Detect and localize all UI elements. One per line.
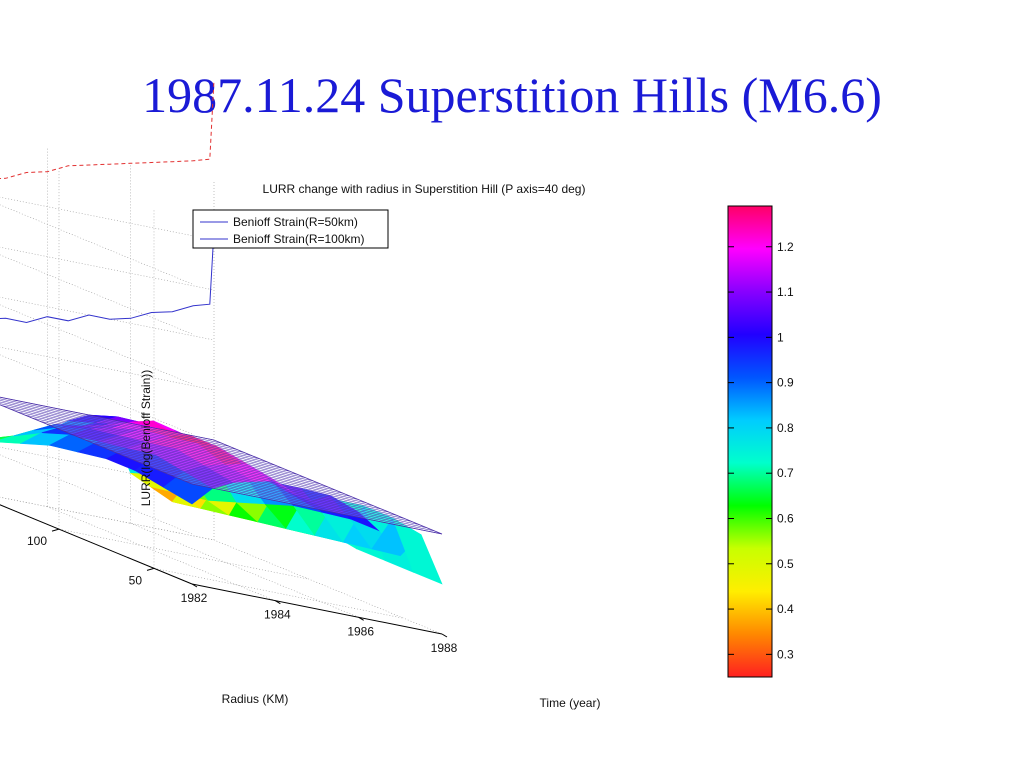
time-tick-label: 1988 [431, 641, 458, 655]
grid-line [0, 454, 193, 535]
reference-plane-line [184, 480, 435, 532]
reference-plane-line [0, 401, 237, 450]
colorbar-tick-label: 0.8 [777, 421, 794, 435]
benioff-r50-line [0, 79, 215, 180]
grid-line [0, 254, 193, 335]
reference-plane-line [0, 403, 245, 453]
time-axis-line [191, 583, 443, 635]
legend: Benioff Strain(R=50km) Benioff Strain(R=… [192, 209, 389, 249]
grid-line [0, 304, 193, 385]
axis-ticks: 00.511.522.53501001501982198419861988 [27, 528, 458, 655]
reference-plane-line [0, 398, 222, 444]
reference-plane-line [123, 455, 374, 507]
time-tick-label: 1986 [347, 624, 374, 638]
axis-grid [0, 146, 443, 635]
reference-plane-line [93, 443, 344, 494]
z-axis-label: LURR(log(Benioff Strain)) [139, 370, 153, 507]
reference-plane-line [17, 411, 268, 463]
reference-plane-line [161, 471, 412, 522]
slide-title: 1987.11.24 Superstition Hills (M6.6) [142, 67, 882, 123]
lurr-surface [0, 414, 443, 585]
reference-plane-line [39, 421, 291, 472]
colorbar-rect [727, 205, 773, 678]
grid-line [47, 506, 276, 601]
time-tick-mark [358, 616, 364, 621]
grid-line [0, 496, 215, 541]
time-tick-mark [191, 583, 198, 588]
colorbar-tick-label: 0.5 [777, 557, 794, 571]
reference-plane-line [9, 408, 260, 460]
grid-line [0, 346, 215, 391]
legend-label-r100: Benioff Strain(R=100km) [233, 232, 365, 246]
reference-plane-line [153, 468, 405, 519]
time-tick-mark [275, 600, 281, 605]
colorbar-tick-label: 0.6 [777, 511, 794, 525]
reference-plane-line [77, 436, 329, 488]
reference-plane-line [0, 400, 230, 447]
radius-tick-mark [51, 528, 60, 532]
colorbar-tick-label: 1.1 [777, 285, 794, 299]
radius-tick-mark [146, 567, 155, 571]
reference-plane-line [191, 483, 443, 535]
radius-axis-label: Radius (KM) [222, 692, 289, 706]
grid-line [0, 446, 215, 491]
colorbar: 0.3 0.4 0.5 0.6 0.7 0.8 0.9 1 1.1 1.2 [727, 205, 794, 678]
reference-plane-line [24, 414, 275, 466]
time-tick-label: 1982 [181, 591, 208, 605]
colorbar-tick-label: 0.4 [777, 602, 794, 616]
reference-plane-line [131, 458, 382, 510]
legend-label-r50: Benioff Strain(R=50km) [233, 215, 358, 229]
grid-line [58, 528, 310, 580]
reference-plane [0, 396, 443, 535]
colorbar-tick-label: 1 [777, 330, 784, 344]
grid-line [0, 196, 215, 241]
reference-plane-line [32, 417, 283, 469]
time-tick-mark [441, 633, 448, 638]
colorbar-tick-label: 0.7 [777, 466, 794, 480]
colorbar-ticks: 0.3 0.4 0.5 0.6 0.7 0.8 0.9 1 1.1 1.2 [728, 240, 794, 661]
reference-plane-line [169, 474, 420, 525]
grid-line [213, 539, 443, 635]
colorbar-tick-label: 1.2 [777, 240, 794, 254]
radius-tick-label: 100 [27, 534, 47, 548]
reference-plane-line [1, 405, 253, 456]
benioff-r100-line [0, 229, 215, 324]
time-tick-label: 1984 [264, 608, 291, 622]
reference-plane-line [115, 452, 367, 503]
colorbar-tick-label: 0.9 [777, 376, 794, 390]
reference-plane-line [146, 464, 397, 516]
reference-plane-line [100, 446, 351, 497]
legend-box [192, 209, 389, 249]
grid-line [0, 296, 215, 341]
reference-plane-line [85, 439, 336, 491]
surface-patch [392, 517, 443, 585]
chart-title: LURR change with radius in Superstition … [263, 182, 586, 196]
reference-plane-line [138, 461, 389, 513]
colorbar-tick-label: 0.3 [777, 647, 794, 661]
grid-line [0, 354, 193, 435]
grid-line [153, 568, 405, 619]
reference-plane-line [176, 477, 427, 528]
time-axis-label: Time (year) [540, 696, 601, 710]
reference-plane-line [47, 424, 298, 475]
grid-line [0, 204, 193, 285]
grid-line [0, 246, 215, 291]
grid-line [130, 523, 359, 618]
reference-plane-line [0, 396, 215, 441]
reference-plane-line [70, 433, 321, 485]
reference-plane-line [62, 430, 313, 481]
reference-plane-line [55, 427, 306, 478]
radius-tick-label: 50 [129, 573, 143, 587]
reference-plane-line [108, 449, 359, 500]
benioff-lines [0, 79, 215, 324]
